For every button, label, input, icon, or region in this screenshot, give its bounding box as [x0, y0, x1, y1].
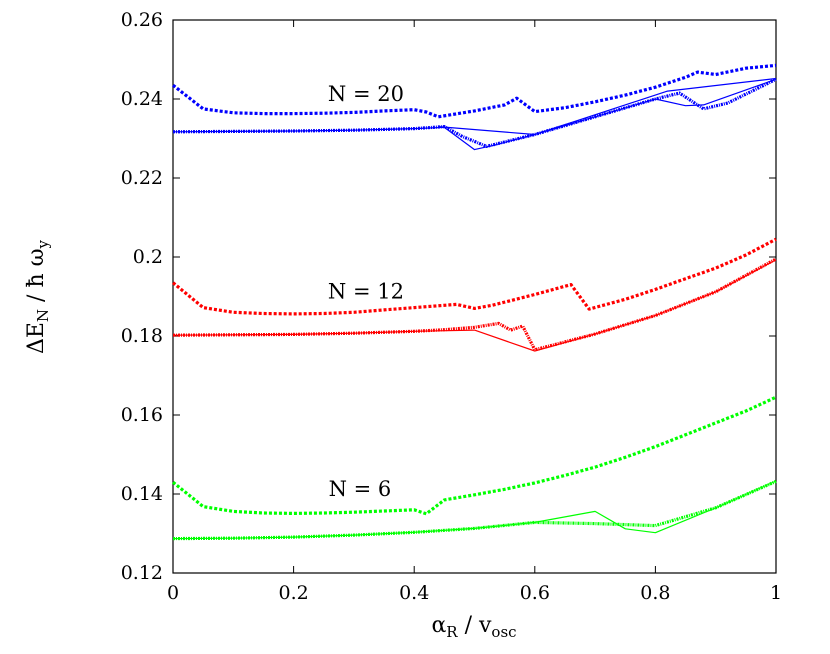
- series-line-dotted: [171, 395, 777, 516]
- annotation-label: N = 20: [328, 82, 404, 106]
- y-axis-label-sub2: y: [34, 239, 52, 249]
- y-tick-label: 0.18: [121, 325, 163, 347]
- annotation-label: N = 6: [329, 477, 392, 501]
- y-tick-label: 0.12: [121, 562, 163, 584]
- x-tick-label: 0: [167, 582, 179, 604]
- y-tick-label: 0.14: [121, 483, 163, 505]
- x-tick-label: 0.8: [640, 582, 670, 604]
- series-line-solid: [172, 78, 777, 151]
- x-axis-label-sub2: osc: [491, 623, 516, 641]
- series-line-dash-dot: [172, 479, 777, 541]
- y-axis-label-sub1: N: [34, 309, 52, 322]
- x-tick-label: 1: [770, 582, 782, 604]
- y-tick-label: 0.22: [121, 167, 163, 189]
- series-line-dotted: [172, 63, 777, 119]
- ticks: 0.12 0.14 0.16 0.18 0.2 0.22 0.24 0.26 0 0.2 0.4 0.…: [121, 9, 782, 604]
- y-axis-label-main: ΔE: [24, 322, 49, 354]
- annotations: N = 20 N = 12 N = 6: [328, 82, 404, 501]
- y-tick-label: 0.26: [121, 9, 163, 31]
- x-axis-label-sub1: R: [446, 623, 458, 641]
- series-line-dash-dot: [172, 257, 777, 352]
- series-line-dotted: [171, 237, 777, 316]
- x-axis-label-main: α: [431, 613, 446, 638]
- y-tick-label: 0.2: [133, 246, 163, 268]
- x-tick-label: 0.6: [520, 582, 550, 604]
- y-axis-label: ΔEN / ħ ωy: [24, 239, 52, 354]
- series-group: [171, 63, 777, 541]
- series-line-solid: [172, 480, 777, 540]
- annotation-label: N = 12: [328, 279, 404, 303]
- series-line-solid: [172, 259, 777, 352]
- plot-frame: [172, 19, 777, 574]
- y-tick-label: 0.16: [121, 404, 163, 426]
- series-line-solid: [438, 77, 777, 136]
- x-tick-label: 0.4: [399, 582, 429, 604]
- y-axis-label-mid: / ħ ω: [24, 248, 49, 309]
- x-axis-label-mid: / v: [458, 613, 492, 638]
- x-tick-label: 0.2: [278, 582, 308, 604]
- y-tick-label: 0.24: [121, 88, 163, 110]
- x-axis-label: αR / vosc: [431, 613, 516, 641]
